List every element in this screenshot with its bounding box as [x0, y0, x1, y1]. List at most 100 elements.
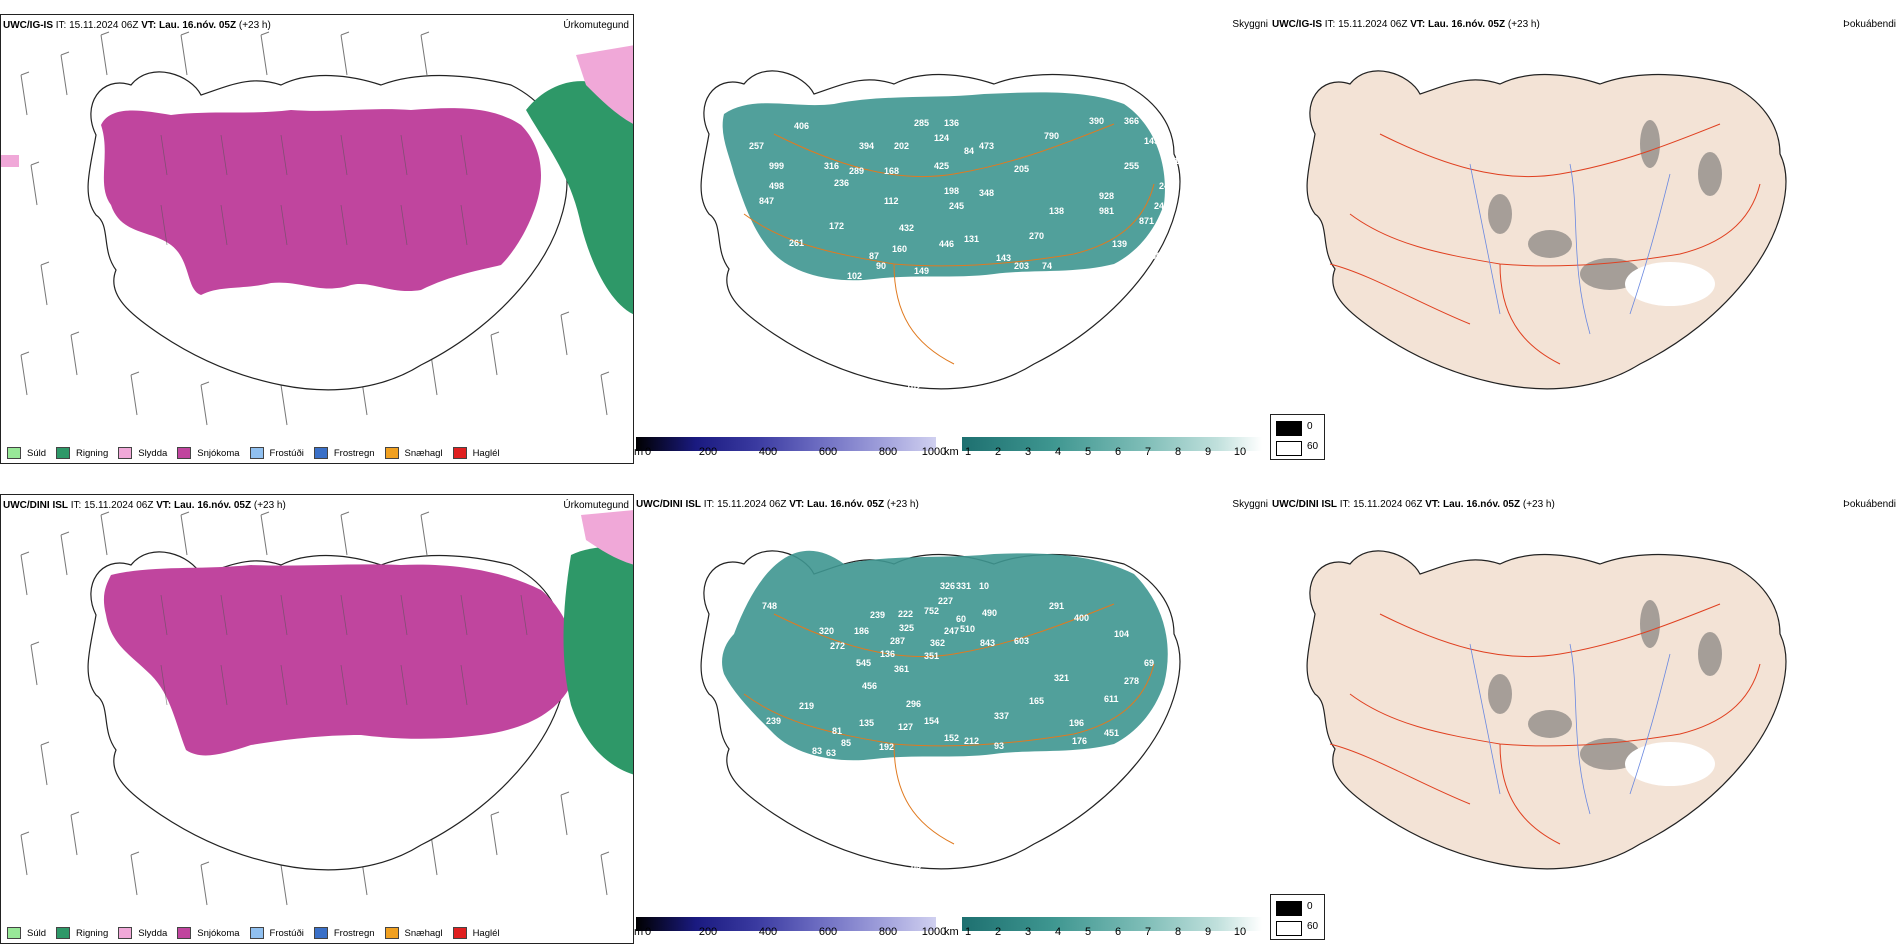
- svg-text:451: 451: [1104, 728, 1119, 738]
- legend-item: Haglél: [452, 447, 500, 459]
- svg-text:981: 981: [1099, 206, 1114, 216]
- svg-text:748: 748: [762, 601, 777, 611]
- legend-item: Frostúði: [249, 447, 304, 459]
- svg-text:127: 127: [898, 722, 913, 732]
- svg-text:257: 257: [749, 141, 764, 151]
- barb-overlay: [160, 134, 468, 246]
- svg-text:81: 81: [832, 726, 842, 736]
- svg-text:603: 603: [1014, 636, 1029, 646]
- legend-item: Súld: [7, 447, 46, 459]
- svg-text:149: 149: [914, 266, 929, 276]
- visibility-colorbar: [962, 437, 1262, 451]
- fog-shading: [1488, 600, 1722, 770]
- svg-text:176: 176: [1072, 736, 1087, 746]
- svg-text:239: 239: [870, 610, 885, 620]
- precip-map: [20, 510, 633, 906]
- svg-text:165: 165: [1029, 696, 1044, 706]
- legend-item: Snjókoma: [177, 447, 240, 459]
- svg-text:498: 498: [769, 181, 784, 191]
- fog-index-title: Þokuábendi: [1843, 499, 1896, 510]
- legend-swatch: [1276, 441, 1302, 456]
- svg-text:160: 160: [892, 244, 907, 254]
- cloud-panel-row1: UWC/IG-IS IT: 15.11.2024 06Z VT: Lau. 16…: [1270, 14, 1900, 464]
- svg-text:81: 81: [934, 378, 944, 388]
- legend-swatch: [384, 927, 399, 939]
- river-network: [1469, 643, 1671, 815]
- svg-text:69: 69: [1144, 658, 1154, 668]
- svg-text:650: 650: [1146, 251, 1161, 261]
- precip-type-title: Úrkomutegund: [563, 20, 629, 31]
- svg-text:446: 446: [939, 239, 954, 249]
- svg-text:510: 510: [960, 624, 975, 634]
- vis-labels: 748 320 272 186 239 222 325 287 136 545 …: [762, 581, 1154, 871]
- svg-text:136: 136: [944, 118, 959, 128]
- svg-text:74: 74: [1042, 261, 1052, 271]
- glacier-white: [1625, 742, 1715, 786]
- height-colorbar: [636, 437, 936, 451]
- fog-shading: [1488, 120, 1722, 290]
- road-network: [1329, 123, 1761, 365]
- fog-legend: 0 60: [1270, 894, 1325, 940]
- legend-swatch: [313, 447, 328, 459]
- svg-text:366: 366: [1124, 116, 1139, 126]
- fog-map: [1306, 550, 1787, 870]
- svg-text:291: 291: [1049, 601, 1064, 611]
- svg-text:110: 110: [929, 858, 944, 868]
- legend-swatch: [118, 927, 133, 939]
- svg-text:490: 490: [982, 608, 997, 618]
- svg-text:198: 198: [944, 186, 959, 196]
- svg-text:124: 124: [934, 133, 949, 143]
- visibility-map: 748 320 272 186 239 222 325 287 136 545 …: [700, 550, 1181, 871]
- legend-swatch: [249, 447, 264, 459]
- svg-text:138: 138: [1049, 206, 1064, 216]
- svg-text:227: 227: [938, 596, 953, 606]
- legend-item: Frostregn: [313, 927, 375, 939]
- panel-title: UWC/DINI ISL IT: 15.11.2024 06Z VT: Lau.…: [636, 499, 919, 510]
- legend-swatch: [1276, 921, 1302, 936]
- svg-text:203: 203: [1014, 261, 1029, 271]
- legend-swatch: [177, 927, 192, 939]
- rain-area: [526, 81, 633, 314]
- svg-text:102: 102: [847, 271, 862, 281]
- sleet-area: [576, 45, 633, 124]
- legend-swatch: [118, 447, 133, 459]
- svg-text:141: 141: [1117, 261, 1132, 271]
- svg-text:285: 285: [914, 118, 929, 128]
- svg-text:32: 32: [754, 86, 764, 96]
- svg-text:255: 255: [1124, 161, 1139, 171]
- svg-text:152: 152: [944, 733, 959, 743]
- barb-overlay: [160, 594, 528, 706]
- svg-text:326: 326: [940, 581, 955, 591]
- svg-text:135: 135: [859, 718, 874, 728]
- svg-text:843: 843: [980, 638, 995, 648]
- precip-map: [1, 31, 633, 426]
- svg-text:331: 331: [956, 581, 971, 591]
- legend-swatch: [1276, 901, 1302, 916]
- precip-legend: Súld Rigning Slydda Snjókoma Frostúði Fr…: [7, 447, 510, 459]
- svg-text:289: 289: [849, 166, 864, 176]
- svg-text:245: 245: [949, 201, 964, 211]
- svg-text:337: 337: [994, 711, 1009, 721]
- rain-area: [563, 546, 633, 775]
- legend-item: Slydda: [118, 447, 167, 459]
- svg-text:60: 60: [956, 614, 966, 624]
- road-network: [743, 603, 1155, 845]
- svg-text:261: 261: [789, 238, 804, 248]
- svg-text:145: 145: [1144, 136, 1159, 146]
- wind-barbs: [20, 511, 610, 906]
- legend-item: Slydda: [118, 927, 167, 939]
- svg-text:205: 205: [1014, 164, 1029, 174]
- legend-swatch: [384, 447, 399, 459]
- svg-text:192: 192: [879, 742, 894, 752]
- height-unit: m: [634, 446, 644, 458]
- svg-text:390: 390: [1089, 116, 1104, 126]
- visibility-area: [722, 92, 1165, 281]
- svg-text:245: 245: [1159, 181, 1174, 191]
- svg-text:104: 104: [1114, 629, 1129, 639]
- svg-text:545: 545: [856, 658, 871, 668]
- svg-text:136: 136: [880, 649, 895, 659]
- visibility-panel-row2: UWC/DINI ISL IT: 15.11.2024 06Z VT: Lau.…: [634, 494, 1270, 944]
- legend-item: Snæhagl: [384, 447, 443, 459]
- svg-text:425: 425: [934, 161, 949, 171]
- svg-text:239: 239: [766, 716, 781, 726]
